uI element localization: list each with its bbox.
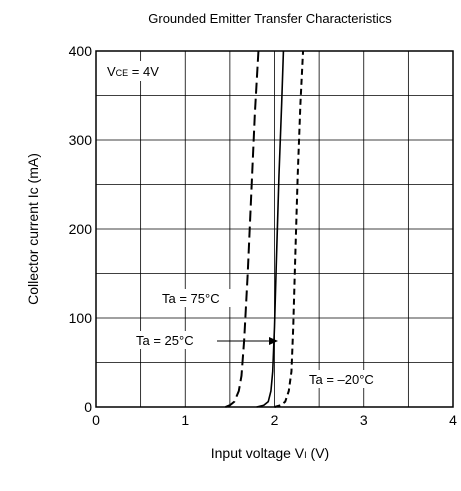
x-tick-label: 0: [92, 412, 100, 428]
y-tick-label: 100: [69, 310, 93, 326]
grid: [96, 51, 453, 407]
y-axis-label: Collector current Ic (mA): [25, 153, 41, 305]
y-tick-label: 0: [84, 399, 92, 415]
y-tick-label: 200: [69, 221, 93, 237]
x-tick-label: 4: [449, 412, 457, 428]
condition-label: VCE = 4V: [107, 64, 159, 79]
x-tick-label: 1: [181, 412, 189, 428]
series-label-m20: Ta = –20°C: [309, 372, 374, 387]
x-axis-label: Input voltage VI (V): [211, 445, 329, 461]
series-label-75: Ta = 75°C: [162, 291, 220, 306]
x-tick-label: 3: [360, 412, 368, 428]
y-tick-labels: 0 100 200 300 400: [69, 43, 93, 415]
chart-title: Grounded Emitter Transfer Characteristic…: [148, 11, 392, 26]
series-label-25: Ta = 25°C: [136, 333, 194, 348]
y-tick-label: 400: [69, 43, 93, 59]
y-tick-label: 300: [69, 132, 93, 148]
x-tick-label: 2: [271, 412, 279, 428]
x-tick-labels: 0 1 2 3 4: [92, 412, 457, 428]
